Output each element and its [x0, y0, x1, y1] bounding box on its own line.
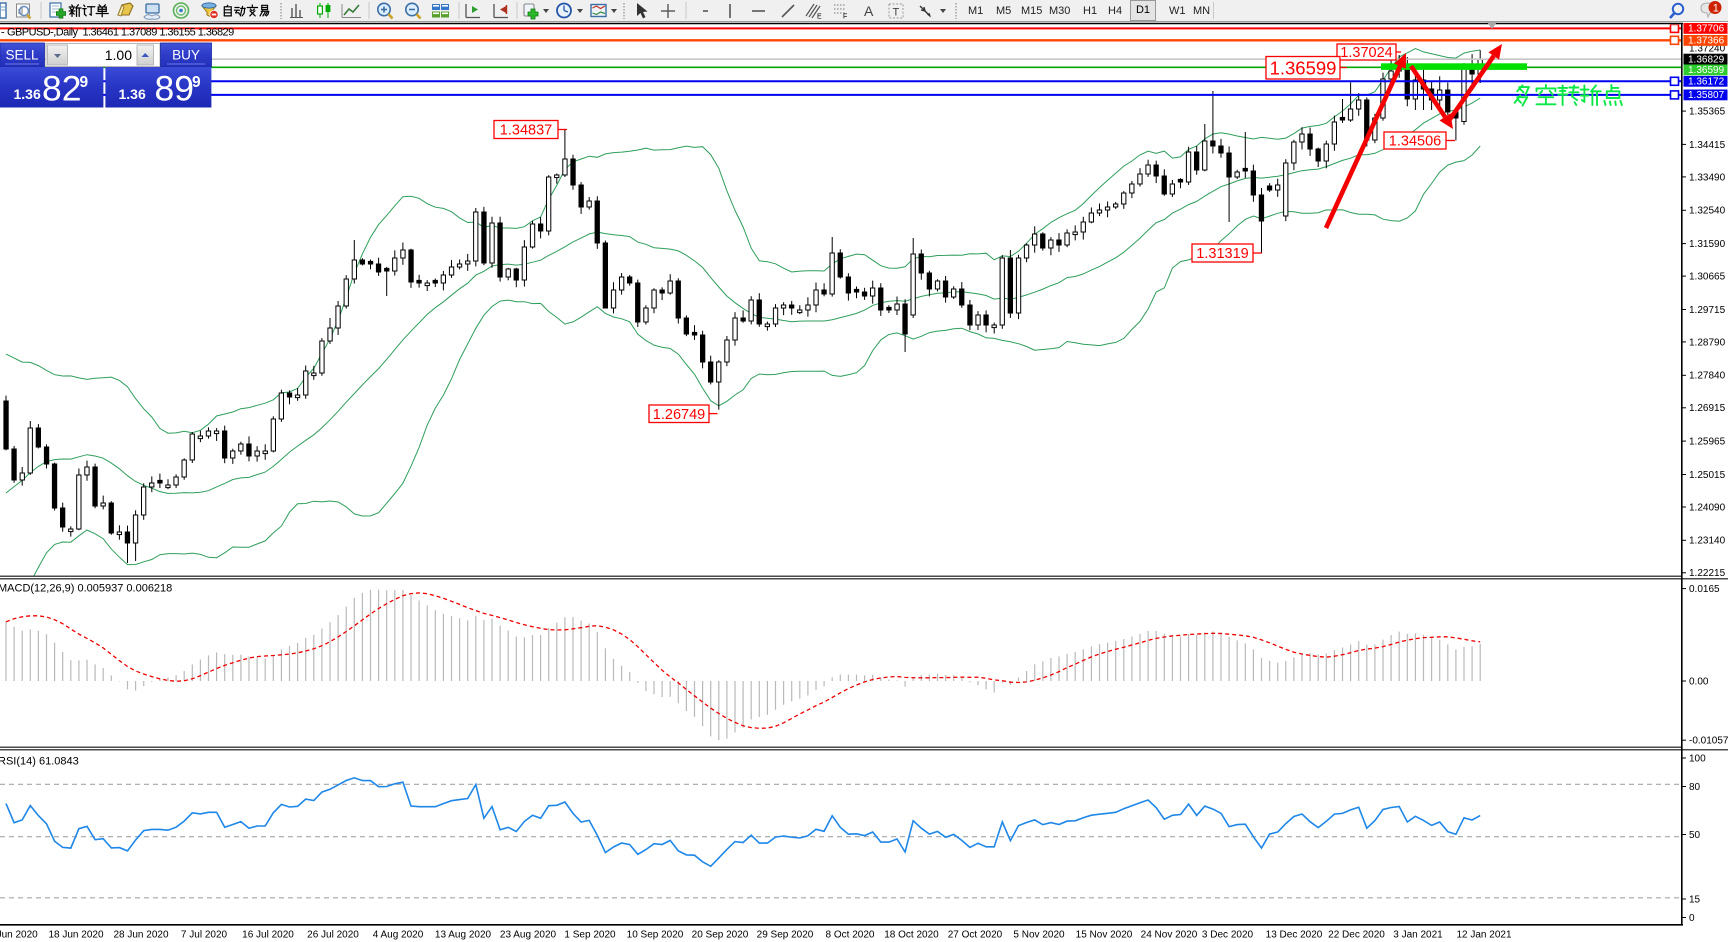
svg-text:1.23140: 1.23140	[1689, 536, 1726, 547]
svg-text:27 Oct 2020: 27 Oct 2020	[948, 930, 1003, 941]
svg-text:1.24090: 1.24090	[1689, 502, 1726, 513]
svg-text:15: 15	[1689, 894, 1701, 905]
svg-text:29 Sep 2020: 29 Sep 2020	[757, 930, 814, 941]
svg-text:A: A	[864, 3, 874, 19]
svg-text:1.36: 1.36	[14, 86, 41, 102]
svg-text:1.37024: 1.37024	[1340, 45, 1392, 61]
svg-text:28 Jun 2020: 28 Jun 2020	[113, 930, 168, 941]
svg-text:1.27840: 1.27840	[1689, 371, 1726, 382]
svg-text:1.25015: 1.25015	[1689, 470, 1726, 481]
svg-text:1.35365: 1.35365	[1689, 107, 1726, 118]
svg-text:0.00: 0.00	[1689, 676, 1709, 687]
svg-text:1.37706: 1.37706	[1688, 24, 1725, 35]
svg-text:1.33490: 1.33490	[1689, 172, 1726, 183]
svg-text:1.34415: 1.34415	[1689, 140, 1726, 151]
svg-text:-: -	[1, 27, 5, 39]
svg-text:1.00: 1.00	[105, 47, 132, 63]
svg-text:1.34506: 1.34506	[1389, 134, 1441, 150]
svg-text:1.28790: 1.28790	[1689, 337, 1726, 348]
svg-text:5 Nov 2020: 5 Nov 2020	[1013, 930, 1065, 941]
svg-text:8 Oct 2020: 8 Oct 2020	[826, 930, 875, 941]
svg-text:89: 89	[155, 69, 195, 109]
svg-text:SELL: SELL	[5, 48, 39, 63]
svg-text:15 Nov 2020: 15 Nov 2020	[1076, 930, 1133, 941]
svg-text:3 Dec 2020: 3 Dec 2020	[1202, 930, 1254, 941]
svg-text:F: F	[843, 14, 847, 21]
svg-text:80: 80	[1689, 782, 1701, 793]
svg-text:1.31590: 1.31590	[1689, 239, 1726, 250]
svg-text:E: E	[817, 14, 822, 21]
svg-text:1.26749: 1.26749	[653, 407, 705, 423]
svg-text:8 Jun 2020: 8 Jun 2020	[0, 930, 38, 941]
svg-text:1.25965: 1.25965	[1689, 437, 1726, 448]
svg-text:18 Jun 2020: 18 Jun 2020	[48, 930, 103, 941]
svg-text:1.36172: 1.36172	[1688, 77, 1725, 88]
svg-text:3 Jan 2021: 3 Jan 2021	[1393, 930, 1443, 941]
svg-text:22 Dec 2020: 22 Dec 2020	[1328, 930, 1385, 941]
svg-text:1.30665: 1.30665	[1689, 272, 1726, 283]
svg-text:20 Sep 2020: 20 Sep 2020	[692, 930, 749, 941]
svg-text:1.36599: 1.36599	[1270, 57, 1337, 78]
svg-text:1.37366: 1.37366	[1688, 36, 1725, 47]
svg-text:GBPUSD-,Daily 1.36461 1.37089: GBPUSD-,Daily 1.36461 1.37089 1.36155 1.…	[7, 27, 234, 39]
svg-text:4 Aug 2020: 4 Aug 2020	[373, 930, 424, 941]
svg-text:1.29715: 1.29715	[1689, 305, 1726, 316]
svg-text:82: 82	[42, 69, 82, 109]
svg-text:1.36599: 1.36599	[1688, 65, 1725, 76]
svg-text:100: 100	[1689, 753, 1706, 764]
svg-text:BUY: BUY	[172, 48, 200, 63]
svg-text:1 Sep 2020: 1 Sep 2020	[564, 930, 616, 941]
svg-text:1.36: 1.36	[119, 86, 146, 102]
svg-text:0.0165: 0.0165	[1689, 584, 1720, 595]
svg-text:1.26915: 1.26915	[1689, 403, 1726, 414]
svg-text:18 Oct 2020: 18 Oct 2020	[884, 930, 939, 941]
svg-text:23 Aug 2020: 23 Aug 2020	[500, 930, 557, 941]
svg-text:MACD(12,26,9) 0.005937 0.00621: MACD(12,26,9) 0.005937 0.006218	[0, 583, 172, 595]
svg-text:0: 0	[1689, 913, 1695, 924]
svg-text:9: 9	[192, 74, 201, 91]
svg-text:13 Aug 2020: 13 Aug 2020	[435, 930, 492, 941]
svg-text:24 Nov 2020: 24 Nov 2020	[1141, 930, 1198, 941]
svg-text:7 Jul 2020: 7 Jul 2020	[181, 930, 228, 941]
svg-text:RSI(14) 61.0843: RSI(14) 61.0843	[0, 756, 79, 768]
svg-text:1.37240: 1.37240	[1689, 44, 1726, 55]
svg-text:16 Jul 2020: 16 Jul 2020	[242, 930, 294, 941]
svg-text:26 Jul 2020: 26 Jul 2020	[307, 930, 359, 941]
svg-text:1.22215: 1.22215	[1689, 568, 1726, 579]
svg-text:1.32540: 1.32540	[1689, 206, 1726, 217]
svg-text:1.35807: 1.35807	[1688, 90, 1725, 101]
svg-text:T: T	[893, 7, 900, 19]
svg-text:12 Jan 2021: 12 Jan 2021	[1456, 930, 1511, 941]
svg-text:1.36829: 1.36829	[1688, 54, 1725, 65]
svg-text:50: 50	[1689, 830, 1701, 841]
svg-text:1.34837: 1.34837	[500, 123, 552, 139]
svg-text:1.31319: 1.31319	[1196, 246, 1248, 262]
svg-text:13 Dec 2020: 13 Dec 2020	[1266, 930, 1323, 941]
svg-text:1: 1	[1713, 3, 1719, 15]
svg-text:9: 9	[80, 74, 89, 91]
svg-text:10 Sep 2020: 10 Sep 2020	[627, 930, 684, 941]
